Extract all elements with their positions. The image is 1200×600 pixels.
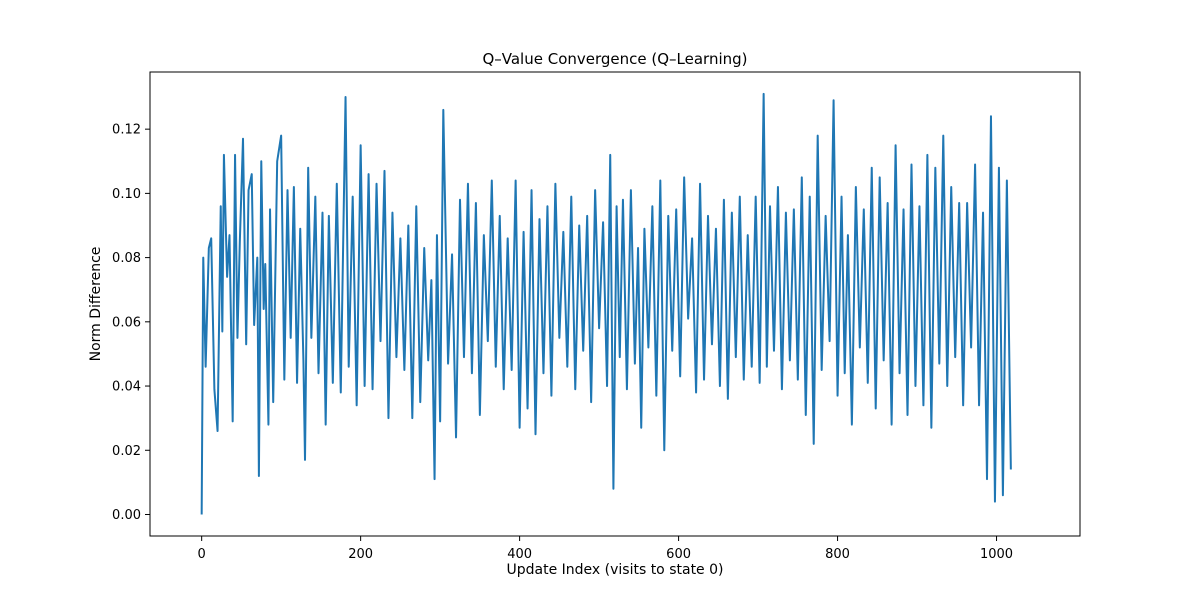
y-axis-label: Norm Difference (88, 247, 104, 362)
x-tick-label: 400 (507, 547, 532, 562)
axes-frame (149, 71, 1081, 537)
y-tick-label: 0.12 (112, 123, 141, 138)
series-line (200, 92, 1012, 515)
x-tick-label: 600 (666, 547, 691, 562)
y-axis-ticks: 0.00 0.02 0.04 0.06 0.08 0.10 0.12 (112, 123, 150, 523)
x-tick-label: 800 (825, 547, 850, 562)
x-tick-label: 200 (348, 547, 373, 562)
plot-layer (200, 92, 1012, 515)
x-axis-ticks: 0 200 400 600 800 1000 (198, 536, 1013, 562)
y-tick-label: 0.04 (112, 380, 141, 395)
y-tick-label: 0.06 (112, 315, 141, 330)
x-tick-label: 0 (198, 547, 206, 562)
y-tick-label: 0.00 (112, 508, 141, 523)
y-tick-label: 0.08 (112, 251, 141, 266)
x-axis-label: Update Index (visits to state 0) (507, 562, 724, 578)
chart-title: Q–Value Convergence (Q–Learning) (482, 50, 747, 68)
x-tick-label: 1000 (980, 547, 1013, 562)
y-tick-label: 0.02 (112, 444, 141, 459)
y-tick-label: 0.10 (112, 187, 141, 202)
